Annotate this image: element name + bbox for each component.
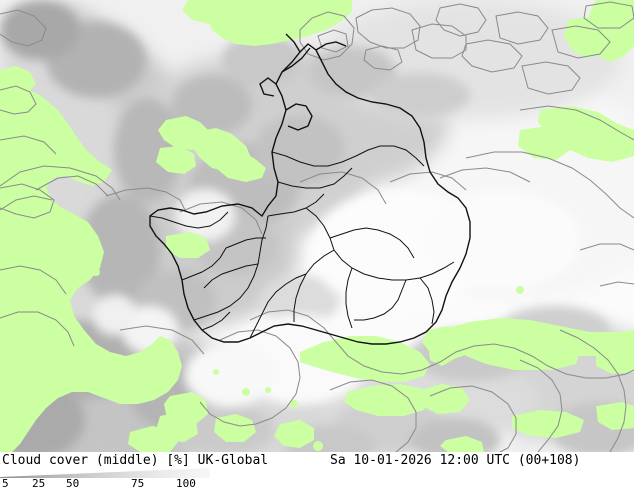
colorbar-canvas [0, 468, 210, 478]
footer-title: Cloud cover (middle) [%] UK-Global [2, 453, 269, 468]
cloud-cover-colorbar[interactable] [0, 468, 210, 478]
colorbar-tick-75: 75 [131, 477, 145, 490]
colorbar-tick-100: 100 [176, 477, 196, 490]
colorbar-tick-50: 50 [66, 477, 80, 490]
footer-timestamp: Sa 10-01-2026 12:00 UTC (00+108) [330, 453, 581, 468]
clear-sky-regions [0, 0, 634, 452]
map-footer: Cloud cover (middle) [%] UK-Global Sa 10… [0, 452, 634, 490]
colorbar-tick-5: 5 [2, 477, 9, 490]
neighbour-country-borders [0, 1, 634, 452]
german-state-borders [149, 145, 455, 339]
cloud-cover-map[interactable] [0, 0, 634, 452]
colorbar-tick-25: 25 [32, 477, 46, 490]
map-canvas [0, 0, 634, 452]
colorbar-ticks: 5 25 50 75 100 [0, 477, 634, 490]
germany-border [149, 33, 471, 345]
